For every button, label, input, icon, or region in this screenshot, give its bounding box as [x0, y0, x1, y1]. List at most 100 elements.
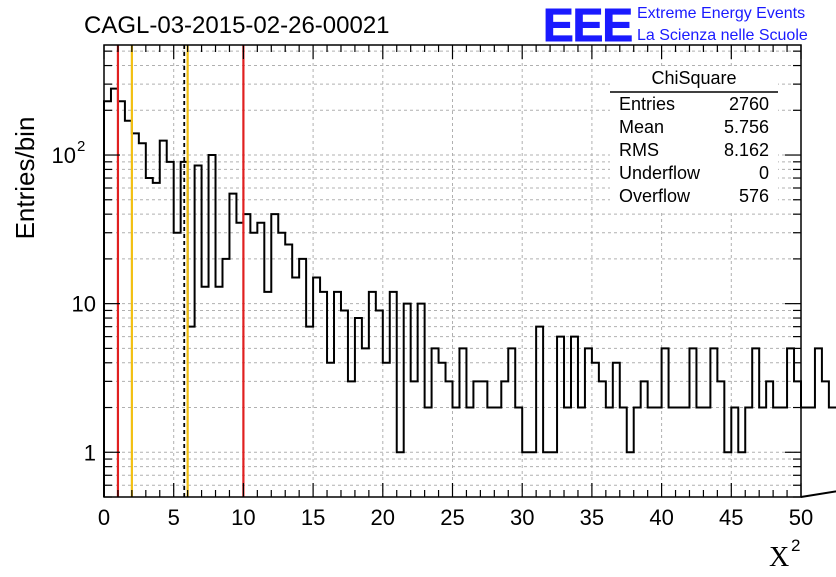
x-tick-label: 40: [649, 505, 673, 530]
histogram-bin: [257, 223, 264, 497]
histogram-bin: [696, 408, 703, 497]
histogram-bin: [543, 452, 550, 497]
histogram-bin: [390, 292, 397, 497]
histogram-bin: [731, 408, 738, 497]
x-tick-label: 0: [98, 505, 110, 530]
histogram-bin: [195, 166, 202, 497]
histogram-bin: [139, 143, 146, 497]
histogram-bin: [606, 408, 613, 497]
histogram-bin: [209, 155, 216, 497]
histogram-bin: [710, 348, 717, 497]
histogram-bin: [822, 381, 829, 497]
histogram-bin: [494, 408, 501, 497]
histogram-bin: [160, 141, 167, 497]
histogram-bin: [703, 408, 710, 497]
stats-row-label: Underflow: [619, 163, 701, 183]
histogram-bin: [404, 304, 411, 497]
x-tick-label: 15: [301, 505, 325, 530]
histogram-bin: [515, 408, 522, 497]
histogram-bin: [202, 287, 209, 497]
histogram-bin: [564, 408, 571, 497]
histogram-bin: [376, 310, 383, 497]
histogram-bin: [369, 292, 376, 497]
histogram-bin: [592, 363, 599, 497]
histogram-bin: [627, 452, 634, 497]
histogram-bin: [222, 259, 229, 497]
histogram-bin: [480, 381, 487, 497]
histogram-bin: [550, 452, 557, 497]
histogram-bin: [153, 183, 160, 497]
y-tick-label-base: 10: [72, 292, 96, 317]
histogram-bin: [459, 348, 466, 497]
histogram-bin: [327, 363, 334, 497]
histogram-bin: [216, 287, 223, 497]
histogram-bin: [829, 408, 836, 497]
y-tick-label: 1: [84, 440, 96, 465]
stats-row-value: 8.162: [724, 140, 769, 160]
y-axis-label: Entries/bin: [10, 117, 40, 240]
histogram-bin: [759, 408, 766, 497]
histogram-bin: [599, 381, 606, 497]
x-axis-label-base: X: [769, 542, 789, 572]
histogram-bin: [146, 178, 153, 497]
histogram-bin: [557, 337, 564, 497]
histogram-bin: [466, 408, 473, 497]
histogram-bin: [174, 233, 181, 497]
histogram-bin: [271, 214, 278, 497]
stats-row-label: Entries: [619, 94, 675, 114]
x-tick-label: 30: [510, 505, 534, 530]
histogram-bin: [306, 327, 313, 497]
histogram-bin: [641, 381, 648, 497]
histogram-bin: [397, 452, 404, 497]
histogram-bin: [104, 101, 111, 497]
histogram-bin: [355, 318, 362, 497]
stats-row-value: 0: [759, 163, 769, 183]
histogram-bin: [522, 452, 529, 497]
eee-logo-line1: Extreme Energy Events: [637, 5, 805, 22]
histogram-bin: [613, 363, 620, 497]
histogram-bin: [473, 381, 480, 497]
stats-row-label: RMS: [619, 140, 659, 160]
histogram-bin: [571, 337, 578, 497]
x-tick-label: 45: [719, 505, 743, 530]
x-tick-label: 10: [231, 505, 255, 530]
histogram-bin: [620, 408, 627, 497]
stats-row-value: 576: [739, 186, 769, 206]
histogram-bin: [585, 348, 592, 497]
histogram-bin: [745, 408, 752, 497]
histogram-bin: [536, 327, 543, 497]
histogram-bin: [383, 363, 390, 497]
histogram-bin: [794, 381, 801, 497]
histogram-bin: [299, 259, 306, 497]
y-tick-label: 10: [72, 292, 96, 317]
histogram-bin: [487, 408, 494, 497]
histogram-bin: [432, 348, 439, 497]
histogram-bin: [724, 452, 731, 497]
x-axis-label-sup: 2: [791, 536, 800, 555]
eee-logo: EEE Extreme Energy Events La Scienza nel…: [543, 0, 808, 51]
histogram-bin: [752, 348, 759, 497]
histogram-bin: [508, 348, 515, 497]
histogram-bin: [648, 408, 655, 497]
stats-row-label: Overflow: [619, 186, 691, 206]
histogram-bin: [320, 292, 327, 497]
histogram-bin: [808, 408, 815, 497]
x-tick-label: 5: [168, 505, 180, 530]
histogram-bin: [264, 292, 271, 497]
histogram-bin: [815, 348, 822, 497]
histogram-bin: [285, 245, 292, 497]
histogram-bin: [689, 348, 696, 497]
histogram-bin: [738, 452, 745, 497]
histogram-bin: [425, 408, 432, 497]
histogram-bin: [250, 233, 257, 497]
histogram-bin: [278, 233, 285, 497]
histogram-bin: [453, 408, 460, 497]
x-tick-label: 25: [440, 505, 464, 530]
histogram-bin: [229, 194, 236, 497]
histogram-bin: [578, 408, 585, 497]
stats-box-name: ChiSquare: [651, 68, 736, 88]
histogram-bin: [787, 348, 794, 497]
